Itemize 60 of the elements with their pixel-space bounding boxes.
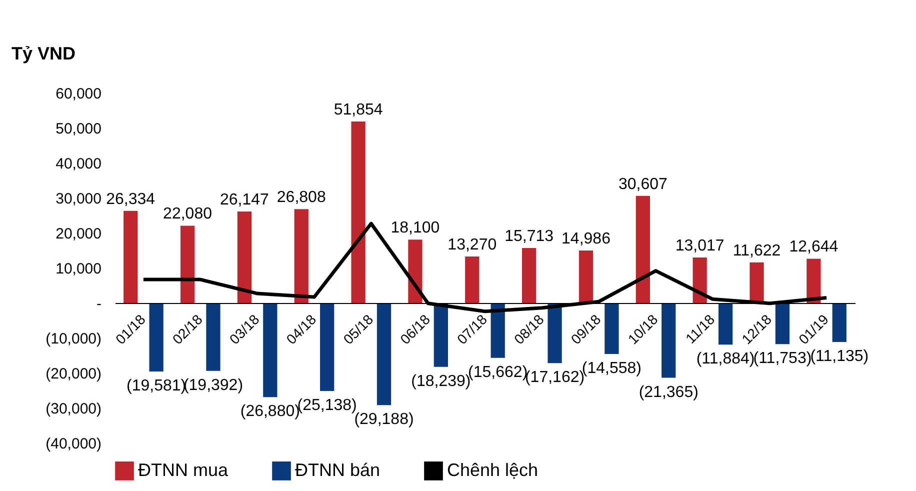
y-tick-label: -: [96, 296, 102, 312]
bar: [548, 303, 562, 364]
y-tick-label: 40,000: [56, 156, 102, 172]
bar: [351, 122, 366, 303]
bar: [434, 303, 448, 367]
bar: [376, 303, 392, 406]
bar: [180, 226, 195, 303]
bar: [604, 303, 619, 354]
bar: [237, 211, 252, 303]
data-label: (11,753): [753, 350, 812, 368]
data-label: 11,622: [732, 242, 781, 260]
data-label: 26,808: [276, 189, 326, 206]
bar: [149, 303, 164, 372]
y-tick-label: 10,000: [56, 260, 102, 278]
data-label: 51,854: [334, 102, 383, 119]
bar: [124, 210, 138, 303]
bar: [718, 303, 733, 345]
y-tick-label: (20,000): [46, 366, 102, 382]
data-label: (21,365): [638, 384, 698, 401]
y-axis-title: Tỷ VND: [11, 44, 76, 64]
data-label: 13,270: [448, 236, 497, 254]
data-label: (26,880): [240, 403, 300, 420]
legend-label: Chênh lệch: [447, 460, 538, 480]
data-label: 22,080: [163, 206, 212, 223]
y-tick-label: 20,000: [56, 226, 102, 242]
data-label: 30,607: [618, 176, 668, 193]
bar: [662, 303, 676, 378]
data-label: (29,188): [354, 411, 414, 428]
legend-label: ĐTNN mua: [138, 460, 229, 480]
bar: [465, 256, 480, 303]
bar: [408, 240, 422, 303]
data-label: (11,884): [696, 350, 755, 368]
bar: [294, 209, 308, 303]
bar: [806, 258, 821, 303]
y-tick-label: 50,000: [56, 120, 102, 138]
y-tick-label: (30,000): [46, 400, 102, 418]
y-tick-label: 60,000: [56, 86, 102, 102]
bar: [636, 196, 650, 303]
data-label: 26,147: [220, 191, 270, 208]
bar: [490, 303, 505, 358]
data-label: 15,713: [504, 228, 554, 246]
y-tick-label: (10,000): [46, 330, 102, 348]
data-label: 18,100: [390, 220, 440, 237]
bar: [832, 303, 846, 342]
bar: [750, 262, 764, 303]
bar: [522, 248, 536, 303]
bar: [775, 303, 790, 344]
data-label: (11,135): [810, 348, 869, 365]
legend-label: ĐTNN bán: [295, 460, 380, 480]
bar: [578, 250, 594, 303]
data-label: 12,644: [789, 238, 838, 256]
y-tick-label: (40,000): [46, 436, 102, 452]
bar: [206, 303, 220, 371]
bar: [320, 303, 334, 391]
bar: [263, 303, 278, 398]
data-label: 26,334: [106, 190, 156, 208]
data-label: 13,017: [675, 237, 724, 254]
bar: [692, 257, 707, 303]
y-tick-label: 30,000: [56, 190, 102, 208]
data-label: 14,986: [562, 230, 611, 248]
